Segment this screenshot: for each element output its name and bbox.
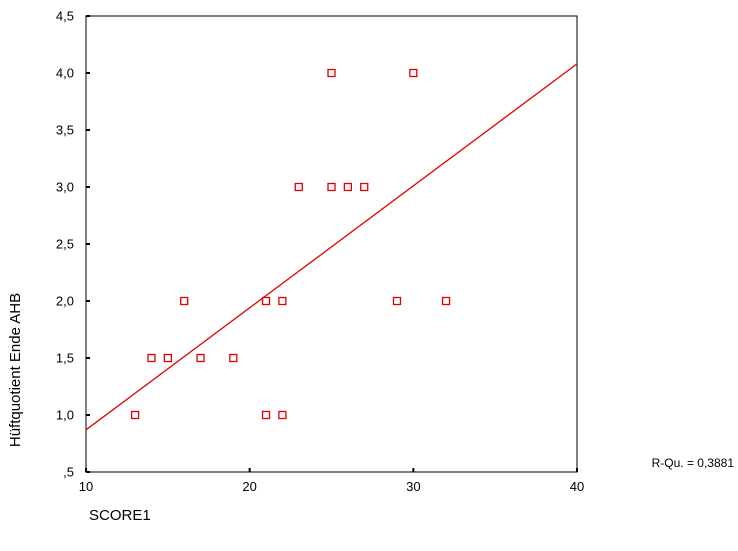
y-tick-label: 4,0 [56, 66, 74, 81]
y-tick-label: 1,0 [56, 408, 74, 423]
data-point [196, 353, 205, 363]
plot-frame [85, 15, 578, 473]
y-tick-label: 3,0 [56, 180, 74, 195]
data-point [441, 296, 451, 306]
x-axis-title: SCORE1 [89, 507, 151, 524]
data-point [229, 353, 238, 363]
data-point [278, 296, 287, 306]
regression-line [85, 63, 578, 431]
y-tick-label: 1,5 [56, 351, 74, 366]
y-axis-title: Hüftquotient Ende AHB [7, 293, 24, 447]
y-axis-ticks: ,5 1,0 1,5 2,0 2,5 3,0 3,5 4,0 4,5 [56, 9, 90, 480]
data-point [294, 182, 303, 192]
y-tick-label: ,5 [63, 465, 74, 480]
data-point [409, 68, 418, 78]
data-point [327, 182, 336, 192]
x-axis-ticks: 10 20 30 40 [79, 468, 584, 494]
y-tick-label: 2,0 [56, 294, 74, 309]
x-tick-label: 20 [242, 479, 256, 494]
y-tick-label: 3,5 [56, 123, 74, 138]
x-tick-label: 40 [570, 479, 584, 494]
data-point [261, 410, 271, 420]
data-points [130, 68, 451, 420]
data-point [327, 68, 336, 78]
y-tick-label: 4,5 [56, 9, 74, 24]
data-point [130, 410, 140, 420]
data-point [261, 296, 271, 306]
data-point [147, 353, 156, 363]
x-tick-label: 10 [79, 479, 93, 494]
data-point [180, 296, 189, 306]
x-tick-label: 30 [406, 479, 420, 494]
data-point [360, 182, 369, 192]
r-squared-annotation: R-Qu. = 0,3881 [652, 456, 735, 470]
y-tick-label: 2,5 [56, 237, 74, 252]
data-point [343, 182, 353, 192]
data-point [163, 353, 172, 363]
data-point [392, 296, 402, 306]
data-point [278, 410, 287, 420]
